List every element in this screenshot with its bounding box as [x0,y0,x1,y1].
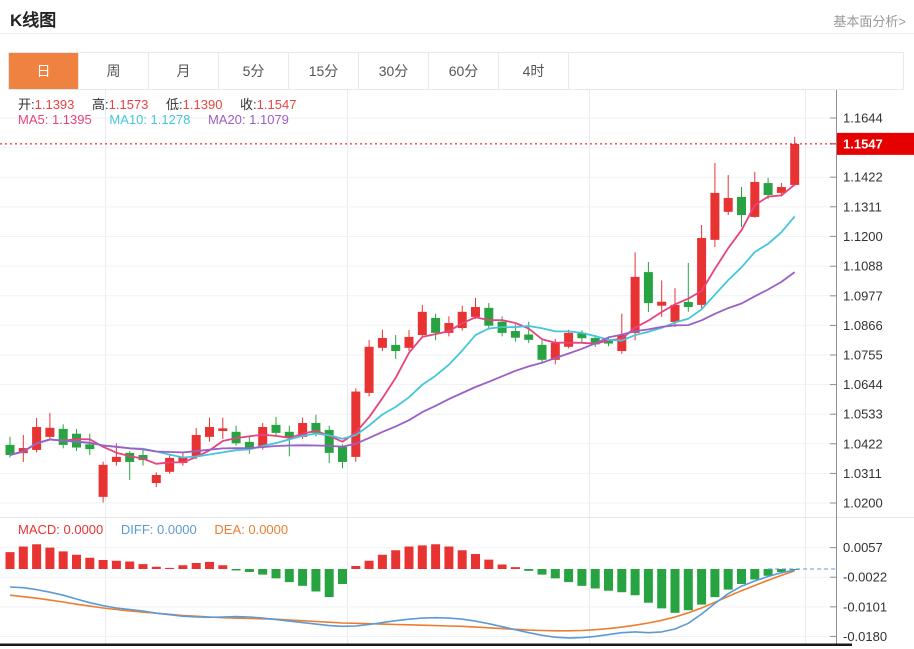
header: K线图 基本面分析> [0,0,914,34]
period-tab-bar: 日周月 5分 15分 30分 60分 4时 [8,52,904,90]
svg-text:-0.0022: -0.0022 [843,570,887,585]
svg-text:0.0057: 0.0057 [843,540,883,555]
svg-text:1.0533: 1.0533 [843,407,883,422]
ma20-legend: MA20: 1.1079 [207,112,289,127]
svg-text:1.0866: 1.0866 [843,318,883,333]
diff-line [9,569,795,639]
svg-text:-0.0101: -0.0101 [843,599,887,614]
current-price-badge: 1.1547 [837,132,914,155]
dea-line [9,570,795,632]
chart-bottom-border [0,643,852,646]
svg-text:1.0311: 1.0311 [843,466,882,481]
svg-text:1.1547: 1.1547 [843,136,883,151]
tab-week[interactable]: 周 [79,53,149,89]
tab-day[interactable]: 日 [9,53,79,89]
high-label: 高: [92,97,109,112]
ma5-line [9,183,796,465]
ohlc-legend: 开:1.1393 高:1.1573 低:1.1390 收:1.1547 [18,94,310,113]
low-label: 低: [166,97,183,112]
svg-text:1.0977: 1.0977 [843,288,883,303]
open-value: 1.1393 [34,97,75,112]
macd-legend: MACD: 0.0000 DIFF: 0.0000 DEA: 0.0000 [18,522,302,537]
svg-text:1.1200: 1.1200 [843,229,883,244]
diff-value-legend: DIFF: 0.0000 [120,522,197,537]
svg-text:1.0755: 1.0755 [843,348,883,363]
ma10-legend: MA10: 1.1278 [109,112,191,127]
svg-text:1.1311: 1.1311 [843,199,882,214]
tab-4hour[interactable]: 4时 [499,53,569,89]
close-value: 1.1547 [256,97,297,112]
tab-month[interactable]: 月 [149,53,219,89]
svg-text:1.0200: 1.0200 [843,496,883,511]
fundamental-analysis-link[interactable]: 基本面分析> [833,14,906,29]
svg-text:1.0422: 1.0422 [843,436,883,451]
open-label: 开: [18,97,35,112]
kline-chart[interactable]: 1.1644 1.1422 1.1311 1.1200 1.1088 1.0977 1.08… [0,90,914,647]
svg-text:1.0644: 1.0644 [843,377,883,392]
ma5-legend: MA5: 1.1395 [18,112,92,127]
tab-15min[interactable]: 15分 [289,53,359,89]
gridlines [0,90,914,645]
svg-text:1.1422: 1.1422 [843,170,883,185]
ma10-line [9,215,796,459]
low-value: 1.1390 [182,97,223,112]
tab-60min[interactable]: 60分 [429,53,499,89]
svg-text:-0.0180: -0.0180 [843,629,887,644]
candles [5,136,800,503]
ma20-line [9,271,796,456]
page-title: K线图 [10,11,57,30]
macd-histogram [5,544,800,613]
svg-text:1.1088: 1.1088 [843,259,883,274]
tab-30min[interactable]: 30分 [359,53,429,89]
chart-area: 1.1644 1.1422 1.1311 1.1200 1.1088 1.0977 1.08… [0,90,914,647]
svg-text:1.1644: 1.1644 [843,111,883,126]
ma-legend: MA5: 1.1395 MA10: 1.1278 MA20: 1.1079 [18,112,303,127]
tab-5min[interactable]: 5分 [219,53,289,89]
dea-value-legend: DEA: 0.0000 [214,522,289,537]
high-value: 1.1573 [108,97,149,112]
macd-value-legend: MACD: 0.0000 [18,522,104,537]
price-axis: 1.1644 1.1422 1.1311 1.1200 1.1088 1.0977 1.08… [830,90,887,645]
close-label: 收: [240,97,257,112]
